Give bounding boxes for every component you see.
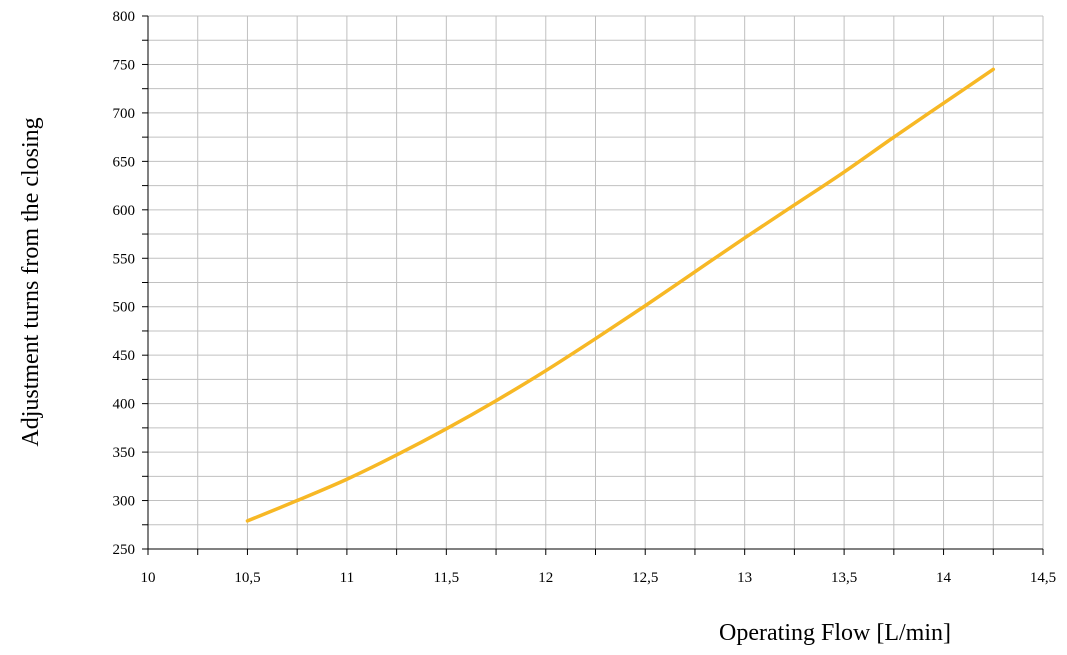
y-tick-label: 500	[113, 300, 136, 316]
tick-labels: 10 10,5 11 11,5 12 12,5 13 13,5 14 14,5 250 300 350 4…	[113, 9, 1057, 586]
y-tick-label: 600	[113, 203, 136, 219]
y-tick-label: 800	[113, 9, 136, 25]
x-tick-label: 11	[340, 570, 354, 586]
grid	[148, 15, 1044, 549]
y-tick-label: 550	[113, 251, 136, 267]
y-tick-label: 400	[113, 397, 136, 413]
x-tick-label: 11,5	[433, 570, 459, 586]
x-tick-label: 13,5	[831, 570, 857, 586]
y-tick-label: 750	[113, 57, 136, 73]
x-tick-label: 14	[936, 570, 952, 586]
x-tick-label: 10	[141, 570, 156, 586]
x-tick-label: 13	[737, 570, 752, 586]
y-tick-label: 300	[113, 494, 136, 510]
y-tick-label: 250	[113, 542, 136, 558]
x-tick-label: 12	[538, 570, 553, 586]
x-tick-label: 14,5	[1030, 570, 1056, 586]
x-tick-label: 12,5	[632, 570, 658, 586]
y-tick-label: 700	[113, 106, 136, 122]
y-axis-title: Adjustment turns from the closing	[18, 117, 44, 446]
x-tick-label: 10,5	[234, 570, 260, 586]
series	[245, 67, 996, 523]
y-tick-label: 350	[113, 445, 136, 461]
series-line	[245, 67, 996, 523]
y-tick-label: 450	[113, 348, 136, 364]
axes	[142, 15, 1044, 555]
y-tick-label: 650	[113, 154, 136, 170]
x-axis-title: Operating Flow [L/min]	[719, 620, 951, 646]
